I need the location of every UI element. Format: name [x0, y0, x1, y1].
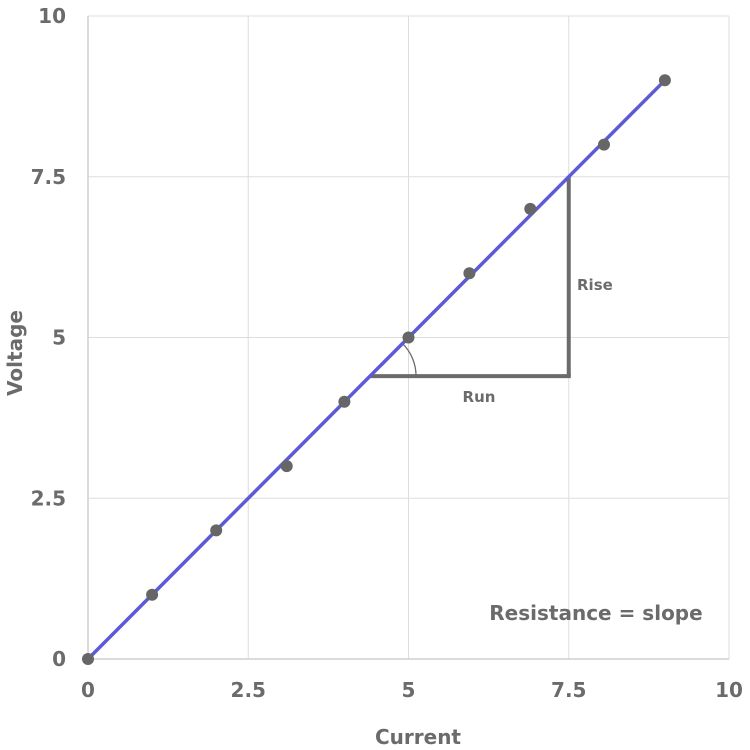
x-tick-label: 2.5 [231, 678, 266, 702]
rise-run-triangle [370, 176, 571, 379]
x-tick-label: 7.5 [551, 678, 586, 702]
data-point [524, 202, 537, 215]
fit-line [86, 79, 667, 661]
data-point [210, 524, 223, 537]
data-point [280, 460, 293, 473]
y-tick-label: 5 [52, 326, 66, 350]
y-axis-label: Voltage [3, 310, 27, 396]
fit-line-layer [86, 79, 667, 661]
x-tick-label: 5 [402, 678, 416, 702]
run-label: Run [463, 388, 496, 406]
data-point [463, 267, 476, 280]
x-tick-label: 10 [715, 678, 743, 702]
resistance-note: Resistance = slope [489, 601, 702, 625]
data-points [82, 74, 671, 665]
y-tick-label: 10 [38, 4, 66, 28]
y-tick-label: 7.5 [31, 165, 66, 189]
data-point [598, 138, 611, 151]
x-tick-label: 0 [81, 678, 95, 702]
data-point [338, 395, 351, 408]
data-point [146, 588, 159, 601]
data-point [658, 74, 671, 87]
data-point [82, 653, 94, 665]
y-tick-label: 2.5 [31, 486, 66, 510]
tick-labels: 0 2.5 5 7.5 10 0 2.5 5 7.5 10 [31, 4, 743, 702]
y-tick-label: 0 [52, 647, 66, 671]
data-point [402, 331, 415, 344]
axes [87, 16, 729, 660]
angle-arc [402, 343, 417, 377]
x-axis-label: Current [375, 725, 461, 749]
rise-label: Rise [577, 276, 613, 294]
